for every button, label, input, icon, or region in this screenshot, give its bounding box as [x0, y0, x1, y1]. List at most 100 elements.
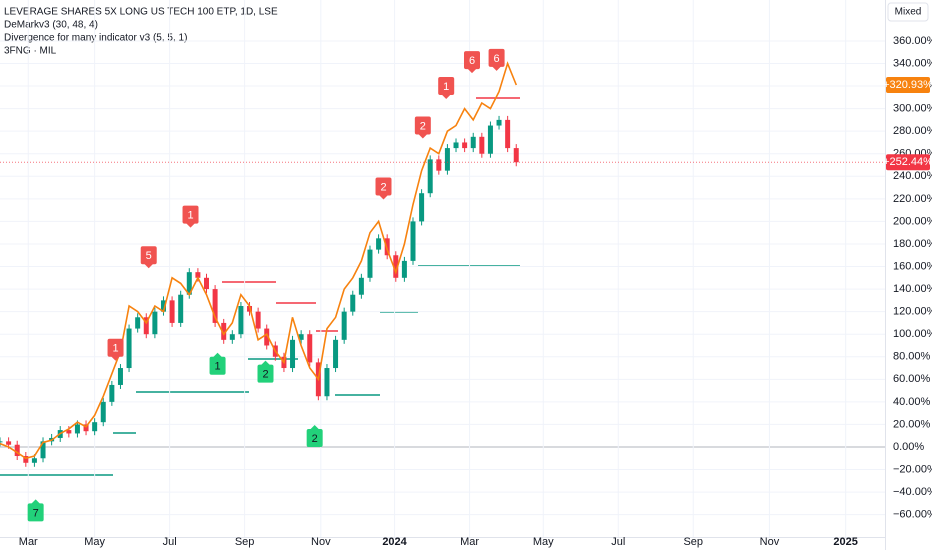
- y-tick-label: 100.00%: [893, 328, 932, 340]
- last-value-label: +320.93%: [883, 79, 932, 91]
- flag-box: [107, 338, 124, 357]
- y-tick-label: 360.00%: [893, 35, 932, 47]
- last-value-box: [886, 154, 930, 171]
- flag-pointer: [309, 424, 320, 430]
- candle: [341, 311, 347, 340]
- sell-flag: 1: [438, 77, 455, 100]
- candle: [496, 119, 502, 126]
- flag-box: [140, 246, 157, 265]
- candle: [419, 193, 425, 222]
- candle: [169, 300, 175, 323]
- flag-pointer: [417, 133, 428, 139]
- candle: [333, 339, 339, 369]
- flag-pointer: [491, 65, 502, 71]
- candle: [0, 441, 3, 443]
- indicator-label: DeMarkv3 (30, 48, 4): [4, 20, 98, 31]
- candle: [195, 272, 201, 278]
- flag-label: 6: [469, 55, 475, 67]
- candle: [186, 272, 192, 295]
- y-tick-label: 120.00%: [893, 306, 932, 318]
- flag-pointer: [260, 360, 271, 366]
- y-tick-label: 220.00%: [893, 193, 932, 205]
- candle: [513, 148, 519, 163]
- candle: [238, 306, 244, 335]
- candle: [436, 159, 442, 171]
- y-tick-label: −40.00%: [893, 486, 932, 498]
- x-tick-label: May: [533, 536, 554, 548]
- flag-label: 2: [262, 369, 268, 381]
- last-value-label: +252.44%: [883, 156, 932, 168]
- sell-flag: 6: [464, 51, 480, 74]
- y-tick-label: −20.00%: [893, 463, 932, 475]
- flag-box: [414, 116, 431, 135]
- scale-mode-label[interactable]: Mixed: [895, 7, 922, 18]
- candle: [393, 255, 399, 278]
- buy-flag: 2: [257, 360, 274, 383]
- candle: [117, 368, 123, 385]
- line: [0, 61, 518, 460]
- flag-box: [438, 77, 455, 96]
- x-tick-label: Nov: [760, 536, 780, 548]
- y-tick-label: 300.00%: [893, 103, 932, 115]
- y-tick-label: 180.00%: [893, 238, 932, 250]
- flag-pointer: [143, 263, 154, 269]
- flag-pointer: [30, 499, 41, 505]
- flag-box: [488, 48, 505, 67]
- candle: [264, 328, 270, 346]
- candle: [212, 289, 218, 323]
- flag-pointer: [212, 352, 223, 358]
- x-tick-label: Jul: [163, 536, 177, 548]
- candle: [324, 368, 330, 397]
- candle: [410, 221, 416, 261]
- sell-flag: 6: [488, 48, 505, 71]
- candle: [126, 328, 132, 369]
- candle: [401, 260, 407, 278]
- flag-label: 1: [443, 81, 449, 93]
- x-tick-label: 2024: [382, 536, 407, 548]
- candle: [23, 456, 29, 463]
- last-value-box: [886, 77, 930, 94]
- sell-flag: 5: [140, 246, 157, 269]
- sell-flag: 2: [375, 177, 392, 200]
- candle: [358, 277, 364, 295]
- flag-label: 1: [112, 343, 118, 355]
- candle: [505, 119, 511, 149]
- flag-box: [182, 205, 199, 224]
- candle: [453, 142, 459, 149]
- candle: [83, 424, 89, 432]
- candle: [152, 311, 158, 335]
- buy-flag: 2: [306, 424, 323, 447]
- candle: [143, 317, 149, 335]
- x-tick-label: Nov: [311, 536, 331, 548]
- sell-flag: 1: [182, 205, 199, 228]
- y-tick-label: −60.00%: [893, 509, 932, 521]
- candle: [367, 249, 373, 278]
- indicator-label: Divergence for many indicator v3 (5, 5, …: [4, 33, 187, 44]
- flag-label: 2: [420, 120, 426, 132]
- flag-box: [306, 428, 323, 447]
- y-tick-label: 240.00%: [893, 170, 932, 182]
- flag-label: 1: [215, 361, 221, 373]
- candle: [14, 444, 20, 457]
- y-tick-label: 200.00%: [893, 215, 932, 227]
- candle: [298, 334, 304, 340]
- flag-pointer: [110, 355, 121, 361]
- flag-pointer: [441, 94, 452, 100]
- y-tick-label: 340.00%: [893, 57, 932, 69]
- candle: [160, 300, 166, 312]
- flag-box: [209, 356, 226, 375]
- candle: [178, 294, 184, 323]
- scale-mode-button[interactable]: [887, 2, 929, 22]
- flag-pointer: [185, 222, 196, 228]
- candle: [350, 294, 356, 312]
- candle: [66, 430, 72, 434]
- candle: [6, 441, 12, 445]
- flag-label: 6: [494, 53, 500, 65]
- buy-flag: 1: [209, 352, 226, 375]
- flag-pointer: [467, 68, 477, 74]
- candle: [204, 277, 209, 290]
- candle: [376, 238, 382, 250]
- candle: [255, 311, 261, 329]
